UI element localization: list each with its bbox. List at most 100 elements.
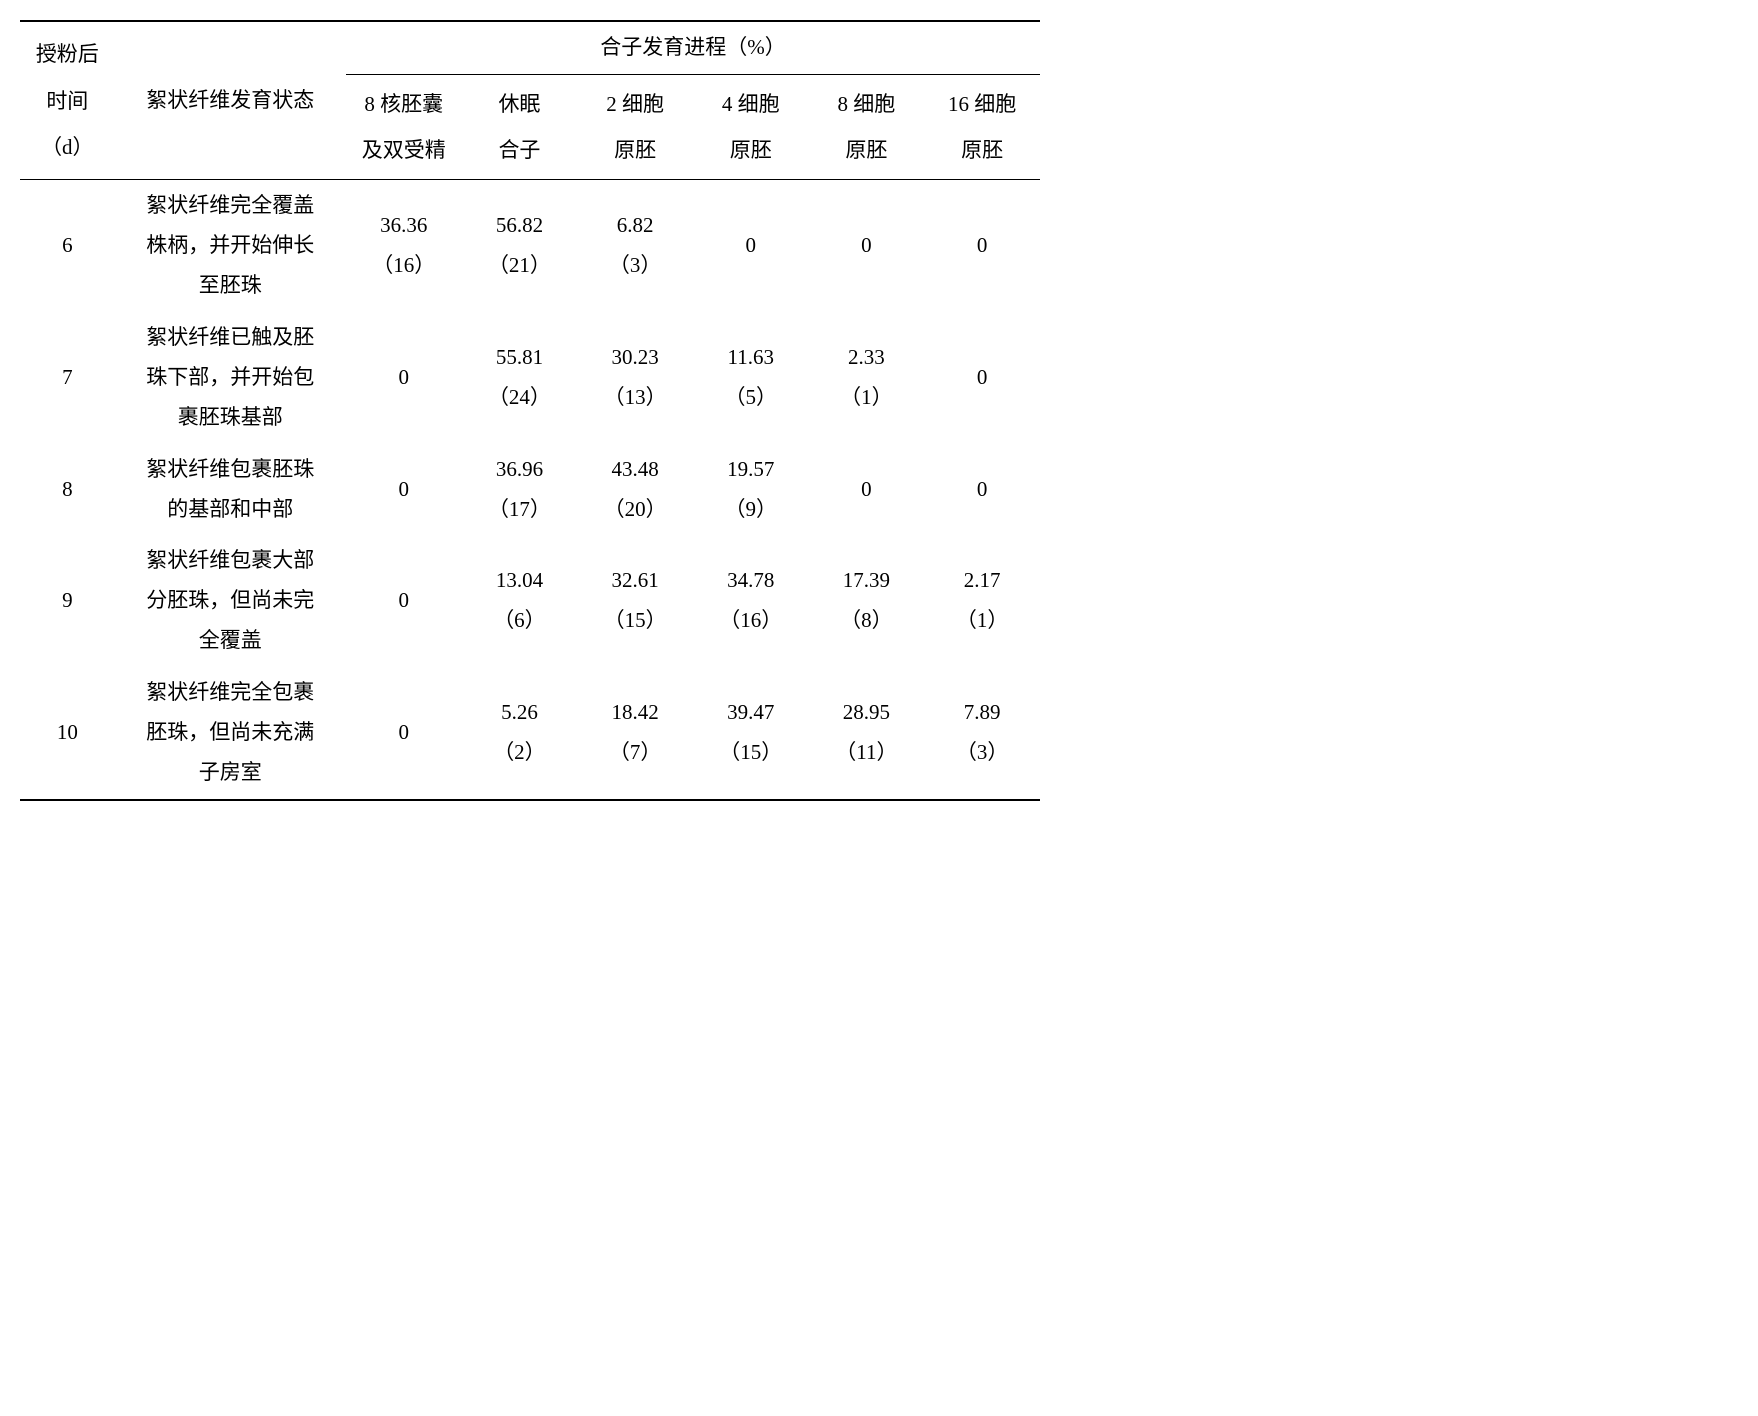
percent-value: 32.61: [604, 561, 667, 601]
count-value: （21）: [488, 246, 551, 286]
value-cell: 5.26（2）: [462, 667, 578, 800]
value-cell: 17.39（8）: [809, 535, 925, 667]
percent-value: 36.36: [372, 206, 435, 246]
count-value: （9）: [725, 490, 778, 530]
table-body: 6絮状纤维完全覆盖株柄，并开始伸长至胚珠36.36（16）56.82（21）6.…: [20, 180, 1040, 800]
percent-value: 0: [861, 470, 872, 510]
stage-header-2: 2 细胞原胚: [577, 74, 693, 179]
value-cell: 0: [693, 180, 809, 312]
count-value: （15）: [719, 733, 782, 773]
count-value: （20）: [604, 490, 667, 530]
percent-value: 5.26: [493, 693, 546, 733]
value-cell: 43.48（20）: [577, 444, 693, 536]
fiber-state-cell: 絮状纤维包裹胚珠的基部和中部: [115, 444, 346, 536]
percent-value: 39.47: [719, 693, 782, 733]
percent-value: 0: [399, 581, 410, 621]
percent-value: 19.57: [725, 450, 778, 490]
count-value: （5）: [725, 378, 778, 418]
group-header: 合子发育进程（%）: [346, 21, 1040, 74]
value-cell: 34.78（16）: [693, 535, 809, 667]
value-cell: 36.96（17）: [462, 444, 578, 536]
percent-value: 2.33: [840, 338, 893, 378]
col-header-day: 授粉后时间（d）: [20, 21, 115, 180]
value-cell: 36.36（16）: [346, 180, 462, 312]
value-cell: 0: [924, 444, 1040, 536]
percent-value: 0: [399, 358, 410, 398]
table-row: 9絮状纤维包裹大部分胚珠，但尚未完全覆盖013.04（6）32.61（15）34…: [20, 535, 1040, 667]
value-cell: 0: [809, 180, 925, 312]
value-cell: 7.89（3）: [924, 667, 1040, 800]
data-table: 授粉后时间（d） 絮状纤维发育状态 合子发育进程（%） 8 核胚囊及双受精 休眠…: [20, 20, 1040, 801]
day-cell: 8: [20, 444, 115, 536]
percent-value: 28.95: [835, 693, 897, 733]
stage-header-0: 8 核胚囊及双受精: [346, 74, 462, 179]
count-value: （8）: [840, 601, 893, 641]
day-cell: 10: [20, 667, 115, 800]
count-value: （15）: [604, 601, 667, 641]
value-cell: 2.17（1）: [924, 535, 1040, 667]
count-value: （24）: [488, 378, 551, 418]
percent-value: 17.39: [840, 561, 893, 601]
percent-value: 56.82: [488, 206, 551, 246]
percent-value: 0: [977, 358, 988, 398]
fiber-state-cell: 絮状纤维完全覆盖株柄，并开始伸长至胚珠: [115, 180, 346, 312]
fiber-state-cell: 絮状纤维已触及胚珠下部，并开始包裹胚珠基部: [115, 312, 346, 444]
value-cell: 32.61（15）: [577, 535, 693, 667]
percent-value: 43.48: [604, 450, 667, 490]
percent-value: 0: [977, 226, 988, 266]
fiber-state-cell: 絮状纤维包裹大部分胚珠，但尚未完全覆盖: [115, 535, 346, 667]
value-cell: 0: [346, 312, 462, 444]
day-cell: 7: [20, 312, 115, 444]
percent-value: 0: [977, 470, 988, 510]
value-cell: 13.04（6）: [462, 535, 578, 667]
percent-value: 30.23: [604, 338, 667, 378]
percent-value: 11.63: [725, 338, 778, 378]
table-row: 8絮状纤维包裹胚珠的基部和中部036.96（17）43.48（20）19.57（…: [20, 444, 1040, 536]
value-cell: 56.82（21）: [462, 180, 578, 312]
value-cell: 0: [924, 312, 1040, 444]
count-value: （2）: [493, 733, 546, 773]
percent-value: 0: [746, 226, 757, 266]
value-cell: 39.47（15）: [693, 667, 809, 800]
percent-value: 18.42: [609, 693, 662, 733]
count-value: （16）: [372, 246, 435, 286]
count-value: （3）: [956, 733, 1009, 773]
stage-header-5: 16 细胞原胚: [924, 74, 1040, 179]
percent-value: 0: [399, 470, 410, 510]
count-value: （1）: [840, 378, 893, 418]
count-value: （1）: [956, 601, 1009, 641]
value-cell: 0: [346, 667, 462, 800]
count-value: （3）: [609, 246, 662, 286]
percent-value: 6.82: [609, 206, 662, 246]
percent-value: 7.89: [956, 693, 1009, 733]
value-cell: 2.33（1）: [809, 312, 925, 444]
day-cell: 6: [20, 180, 115, 312]
value-cell: 6.82（3）: [577, 180, 693, 312]
embryo-development-table: 授粉后时间（d） 絮状纤维发育状态 合子发育进程（%） 8 核胚囊及双受精 休眠…: [20, 20, 1040, 801]
col-header-fiber: 絮状纤维发育状态: [115, 21, 346, 180]
value-cell: 0: [809, 444, 925, 536]
count-value: （16）: [719, 601, 782, 641]
value-cell: 55.81（24）: [462, 312, 578, 444]
fiber-state-cell: 絮状纤维完全包裹胚珠，但尚未充满子房室: [115, 667, 346, 800]
table-row: 7絮状纤维已触及胚珠下部，并开始包裹胚珠基部 0 55.81（24）30.23（13…: [20, 312, 1040, 444]
value-cell: 0: [346, 535, 462, 667]
count-value: （17）: [488, 490, 551, 530]
value-cell: 28.95（11）: [809, 667, 925, 800]
value-cell: 0: [924, 180, 1040, 312]
stage-header-3: 4 细胞原胚: [693, 74, 809, 179]
percent-value: 0: [861, 226, 872, 266]
count-value: （6）: [493, 601, 546, 641]
stage-header-4: 8 细胞原胚: [809, 74, 925, 179]
value-cell: 0: [346, 444, 462, 536]
table-row: 10絮状纤维完全包裹胚珠，但尚未充满子房室05.26（2）18.42（7）39.…: [20, 667, 1040, 800]
table-row: 6絮状纤维完全覆盖株柄，并开始伸长至胚珠36.36（16）56.82（21）6.…: [20, 180, 1040, 312]
value-cell: 19.57（9）: [693, 444, 809, 536]
count-value: （11）: [835, 733, 897, 773]
value-cell: 30.23（13）: [577, 312, 693, 444]
percent-value: 2.17: [956, 561, 1009, 601]
count-value: （7）: [609, 733, 662, 773]
value-cell: 18.42（7）: [577, 667, 693, 800]
percent-value: 34.78: [719, 561, 782, 601]
percent-value: 36.96: [488, 450, 551, 490]
